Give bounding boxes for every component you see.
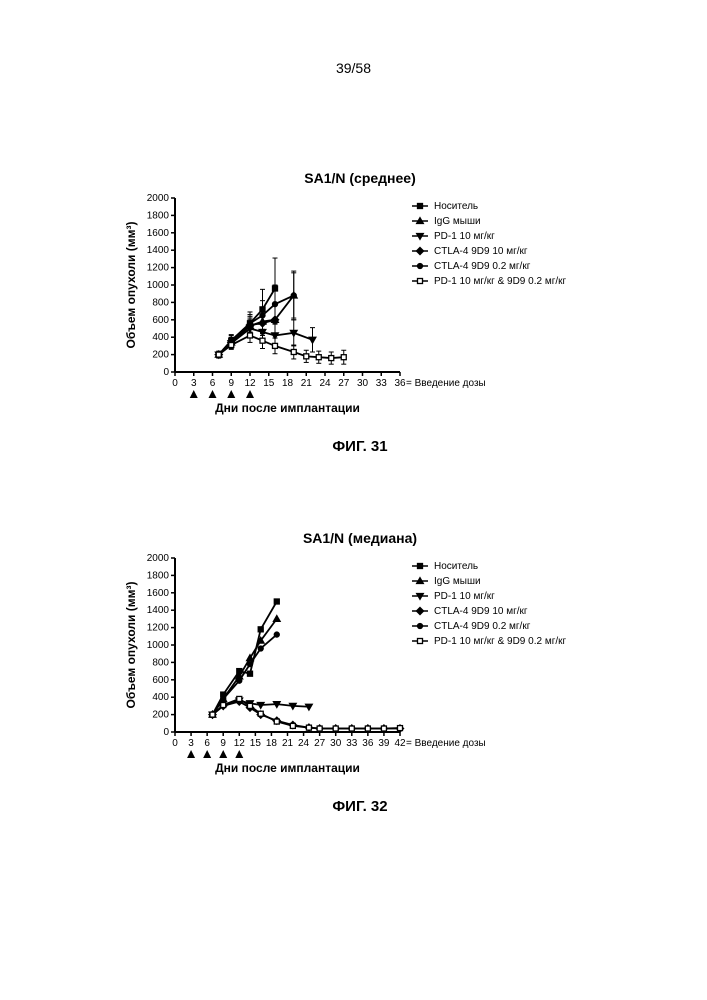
svg-text:15: 15 — [263, 378, 275, 389]
svg-text:0: 0 — [163, 727, 169, 738]
svg-text:PD-1 10 мг/кг & 9D9 0.2 мг/кг: PD-1 10 мг/кг & 9D9 0.2 мг/кг — [434, 276, 566, 287]
svg-text:6: 6 — [204, 738, 210, 749]
svg-text:= Введение дозы: = Введение дозы — [406, 378, 486, 389]
svg-text:200: 200 — [152, 350, 169, 361]
svg-text:1800: 1800 — [147, 210, 170, 221]
svg-text:600: 600 — [152, 675, 169, 686]
svg-text:CTLA-4 9D9 10 мг/кг: CTLA-4 9D9 10 мг/кг — [434, 246, 528, 257]
svg-text:PD-1 10 мг/кг: PD-1 10 мг/кг — [434, 231, 495, 242]
svg-text:24: 24 — [319, 378, 331, 389]
chart-32-title: SA1/N (медиана) — [120, 530, 600, 546]
chart-32-block: SA1/N (медиана) 0 200 400 600 800 1000 1200 140… — [120, 530, 600, 815]
svg-text:1600: 1600 — [147, 588, 170, 599]
svg-text:33: 33 — [346, 738, 358, 749]
svg-text:36: 36 — [362, 738, 374, 749]
svg-text:2000: 2000 — [147, 193, 170, 204]
svg-text:PD-1 10 мг/кг & 9D9 0.2 мг/кг: PD-1 10 мг/кг & 9D9 0.2 мг/кг — [434, 636, 566, 647]
svg-text:200: 200 — [152, 710, 169, 721]
svg-text:CTLA-4 9D9 0.2 мг/кг: CTLA-4 9D9 0.2 мг/кг — [434, 621, 531, 632]
svg-text:30: 30 — [330, 738, 342, 749]
svg-text:800: 800 — [152, 297, 169, 308]
chart-32-caption: ФИГ. 32 — [120, 798, 600, 815]
svg-text:1600: 1600 — [147, 228, 170, 239]
page-number: 39/58 — [0, 60, 707, 76]
svg-text:Носитель: Носитель — [434, 561, 478, 572]
svg-text:600: 600 — [152, 315, 169, 326]
chart-32-svg: 0200400600800100012001400160018002000036… — [120, 550, 600, 780]
svg-text:1200: 1200 — [147, 623, 170, 634]
svg-text:PD-1 10 мг/кг: PD-1 10 мг/кг — [434, 591, 495, 602]
svg-text:CTLA-4 9D9 0.2 мг/кг: CTLA-4 9D9 0.2 мг/кг — [434, 261, 531, 272]
svg-text:2000: 2000 — [147, 553, 170, 564]
svg-text:400: 400 — [152, 332, 169, 343]
svg-text:1800: 1800 — [147, 570, 170, 581]
svg-text:27: 27 — [338, 378, 350, 389]
svg-text:39: 39 — [378, 738, 390, 749]
chart-31-svg: 0200400600800100012001400160018002000036… — [120, 190, 600, 420]
svg-text:36: 36 — [394, 378, 406, 389]
chart-31-caption: ФИГ. 31 — [120, 438, 600, 455]
svg-text:= Введение дозы: = Введение дозы — [406, 738, 486, 749]
svg-text:18: 18 — [282, 378, 294, 389]
svg-text:9: 9 — [220, 738, 226, 749]
svg-text:0: 0 — [172, 738, 178, 749]
svg-text:12: 12 — [244, 378, 256, 389]
svg-text:18: 18 — [266, 738, 278, 749]
svg-text:12: 12 — [234, 738, 246, 749]
svg-text:1400: 1400 — [147, 605, 170, 616]
svg-text:1200: 1200 — [147, 263, 170, 274]
svg-text:21: 21 — [301, 378, 313, 389]
svg-text:Объем опухоли (мм³): Объем опухоли (мм³) — [124, 222, 138, 349]
svg-text:21: 21 — [282, 738, 294, 749]
svg-text:CTLA-4 9D9 10 мг/кг: CTLA-4 9D9 10 мг/кг — [434, 606, 528, 617]
svg-text:Носитель: Носитель — [434, 201, 478, 212]
svg-text:9: 9 — [228, 378, 234, 389]
svg-text:27: 27 — [314, 738, 326, 749]
svg-text:0: 0 — [172, 378, 178, 389]
svg-text:3: 3 — [191, 378, 197, 389]
svg-text:0: 0 — [163, 367, 169, 378]
svg-text:Дни после имплантации: Дни после имплантации — [215, 401, 360, 415]
svg-text:1000: 1000 — [147, 280, 170, 291]
svg-text:IgG мыши: IgG мыши — [434, 576, 481, 587]
svg-text:1000: 1000 — [147, 640, 170, 651]
svg-text:24: 24 — [298, 738, 310, 749]
svg-text:1400: 1400 — [147, 245, 170, 256]
svg-text:30: 30 — [357, 378, 369, 389]
svg-text:400: 400 — [152, 692, 169, 703]
svg-text:IgG мыши: IgG мыши — [434, 216, 481, 227]
svg-text:15: 15 — [250, 738, 262, 749]
chart-31-block: SA1/N (среднее) 0 200 400 600 800 1000 1200 140… — [120, 170, 600, 455]
svg-text:3: 3 — [188, 738, 194, 749]
svg-text:Объем опухоли (мм³): Объем опухоли (мм³) — [124, 582, 138, 709]
svg-text:Дни после имплантации: Дни после имплантации — [215, 761, 360, 775]
chart-31-title: SA1/N (среднее) — [120, 170, 600, 186]
svg-text:42: 42 — [394, 738, 406, 749]
svg-text:33: 33 — [376, 378, 388, 389]
svg-text:6: 6 — [210, 378, 216, 389]
svg-text:800: 800 — [152, 657, 169, 668]
